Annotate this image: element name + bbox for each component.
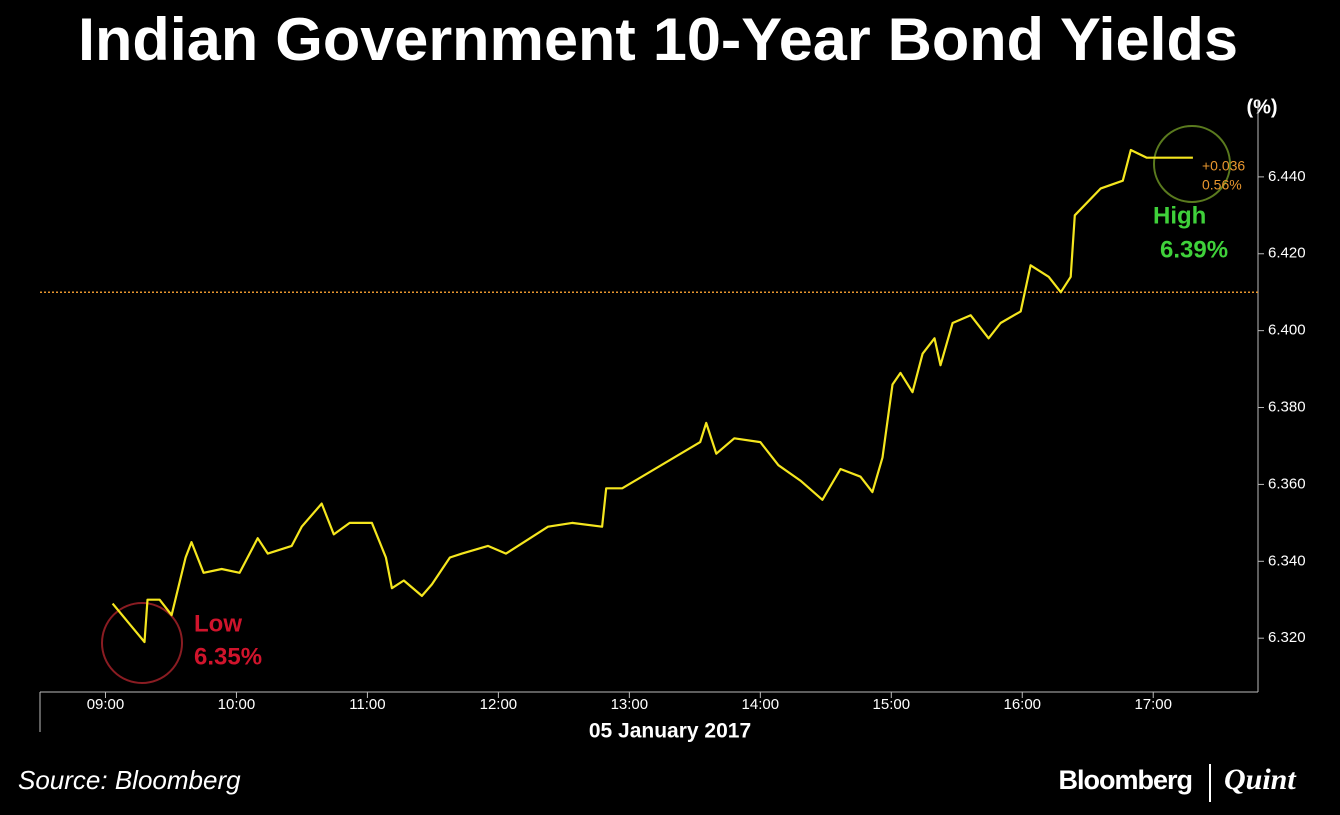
y-axis-label: (%) <box>1246 96 1277 118</box>
y-tick-label: 6.360 <box>1268 475 1306 492</box>
y-tick-label: 6.340 <box>1268 552 1306 569</box>
chart-title: Indian Government 10-Year Bond Yields <box>78 6 1238 73</box>
brand: Bloomberg <box>1058 765 1192 795</box>
x-tick-label: 09:00 <box>87 696 125 713</box>
x-tick-label: 14:00 <box>742 696 780 713</box>
low-label: Low <box>194 610 242 637</box>
x-axis-label: 05 January 2017 <box>589 720 751 743</box>
yield-line <box>111 148 1193 644</box>
high-label: High <box>1153 202 1206 229</box>
change-label: +0.036 <box>1202 158 1245 174</box>
high-value: 6.39% <box>1160 236 1228 263</box>
x-tick-label: 16:00 <box>1003 696 1041 713</box>
y-tick-label: 6.420 <box>1268 245 1306 262</box>
x-tick-label: 11:00 <box>349 696 385 713</box>
x-tick-label: 10:00 <box>218 696 256 713</box>
source: Source: Bloomberg <box>18 765 241 795</box>
y-tick-label: 6.400 <box>1268 322 1306 339</box>
x-tick-label: 15:00 <box>873 696 911 713</box>
y-tick-label: 6.320 <box>1268 629 1306 646</box>
brand2: Quint <box>1224 763 1297 796</box>
low-value: 6.35% <box>194 643 262 670</box>
low-circle <box>101 602 183 684</box>
x-tick-label: 13:00 <box>611 696 649 713</box>
x-tick-label: 12:00 <box>480 696 518 713</box>
change-pct-label: 0.56% <box>1202 177 1242 193</box>
y-tick-label: 6.440 <box>1268 168 1306 185</box>
high-circle <box>1153 125 1231 203</box>
x-tick-label: 17:00 <box>1134 696 1172 713</box>
y-tick-label: 6.380 <box>1268 399 1306 416</box>
